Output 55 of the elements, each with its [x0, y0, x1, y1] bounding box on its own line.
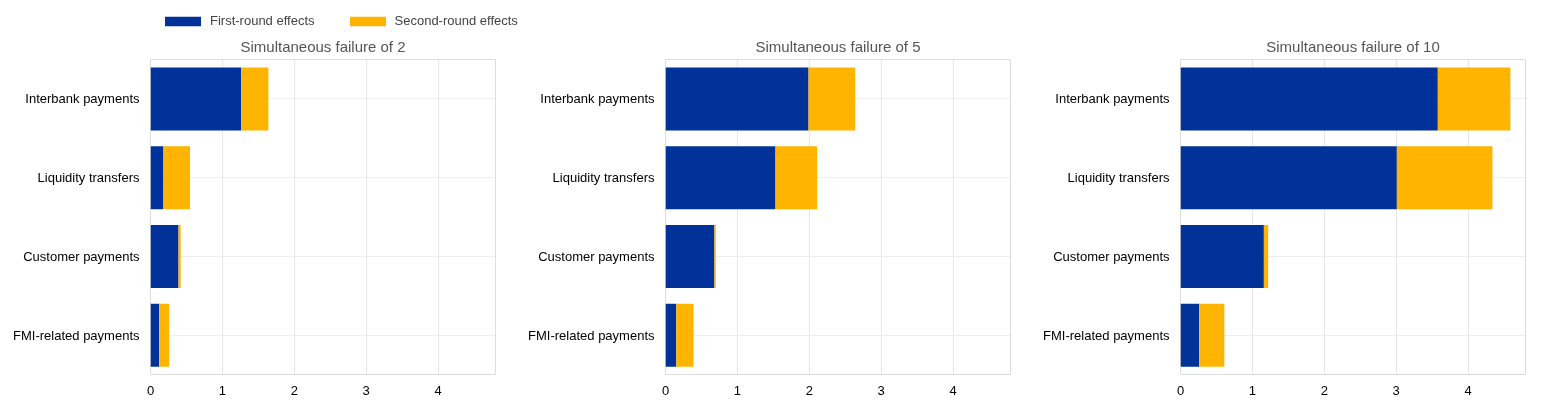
y-tick-label: FMI-related payments: [13, 327, 140, 343]
bar: [665, 224, 715, 288]
x-tick-label: 1: [733, 382, 741, 398]
y-tick-label: Liquidity transfers: [37, 170, 140, 186]
bar: [665, 146, 776, 210]
y-tick-label: Interbank payments: [25, 91, 140, 107]
legend-label: Second-round effects: [394, 13, 518, 28]
bar: [665, 67, 809, 131]
bar: [1437, 67, 1511, 131]
bar: [241, 67, 269, 131]
y-tick-label: FMI-related payments: [1043, 327, 1170, 343]
chart-title: Simultaneous failure of 5: [755, 37, 921, 55]
bar: [676, 303, 694, 367]
y-tick-label: Interbank payments: [1055, 91, 1170, 107]
bar: [775, 146, 818, 210]
x-tick-label: 0: [146, 382, 155, 398]
x-tick-label: 2: [290, 382, 298, 398]
bar: [665, 303, 677, 367]
bar: [1396, 146, 1493, 210]
chart-title: Simultaneous failure of 2: [240, 37, 406, 55]
bar: [163, 146, 191, 210]
bar: [1180, 146, 1397, 210]
y-tick-label: Customer payments: [538, 248, 655, 264]
bar: [808, 67, 856, 131]
bar: [150, 67, 242, 131]
x-tick-label: 3: [877, 382, 885, 398]
x-tick-label: 0: [1176, 382, 1185, 398]
x-tick-label: 3: [362, 382, 370, 398]
bar: [1263, 224, 1269, 288]
y-tick-label: Customer payments: [23, 248, 140, 264]
bar: [1180, 303, 1200, 367]
y-tick-label: Interbank payments: [540, 91, 655, 107]
x-tick-label: 0: [661, 382, 670, 398]
bar: [1199, 303, 1225, 367]
legend-label: First-round effects: [210, 13, 315, 28]
x-tick-label: 1: [218, 382, 226, 398]
y-tick-label: FMI-related payments: [528, 327, 655, 343]
x-tick-label: 2: [805, 382, 813, 398]
x-tick-label: 4: [949, 382, 957, 398]
x-tick-label: 3: [1392, 382, 1400, 398]
bar: [1180, 224, 1264, 288]
y-tick-label: Liquidity transfers: [1067, 170, 1170, 186]
bar: [150, 224, 179, 288]
x-tick-label: 4: [434, 382, 442, 398]
y-tick-label: Customer payments: [1053, 248, 1170, 264]
x-tick-label: 4: [1464, 382, 1472, 398]
chart-title: Simultaneous failure of 10: [1266, 37, 1440, 55]
bar: [1180, 67, 1438, 131]
y-tick-label: Liquidity transfers: [552, 170, 655, 186]
bar: [150, 146, 164, 210]
bar: [150, 303, 160, 367]
bar: [159, 303, 170, 367]
x-tick-label: 1: [1248, 382, 1256, 398]
bar: [178, 224, 181, 288]
x-tick-label: 2: [1320, 382, 1328, 398]
